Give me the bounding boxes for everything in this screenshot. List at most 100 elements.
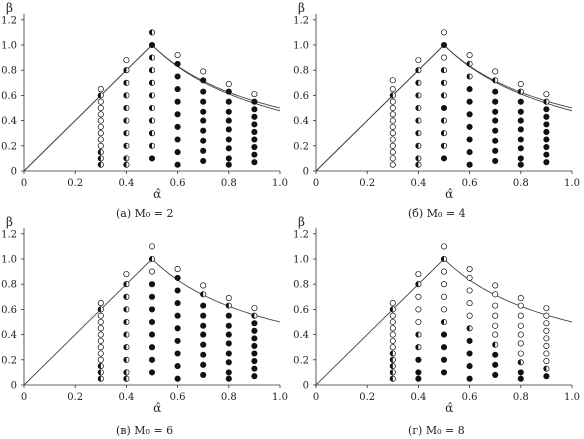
- marker-half-fill: [149, 54, 152, 61]
- x-tick-label: 0: [313, 392, 319, 403]
- marker-half: [123, 293, 130, 300]
- marker-filled: [251, 159, 258, 166]
- marker-open: [251, 305, 258, 312]
- marker-filled: [148, 41, 156, 49]
- marker-open: [389, 155, 396, 162]
- x-tick-label: 0.2: [67, 178, 83, 189]
- marker-half-fill: [123, 105, 127, 111]
- marker-half: [415, 331, 422, 338]
- y-tick-label: 1.0: [293, 255, 309, 266]
- marker-open: [97, 86, 104, 93]
- marker-open: [517, 302, 524, 309]
- marker-half-fill: [123, 306, 127, 313]
- marker-filled: [200, 88, 207, 95]
- y-tick-label: 0.4: [293, 330, 309, 341]
- marker-open: [440, 281, 448, 288]
- marker-half: [415, 344, 422, 351]
- x-tick-label: 0.4: [410, 178, 426, 189]
- marker-half-fill: [149, 256, 152, 262]
- marker-filled: [415, 369, 422, 376]
- marker-half-fill: [441, 80, 444, 86]
- marker-filled: [492, 361, 499, 368]
- x-tick-label: 0.4: [118, 392, 134, 403]
- boundary-curve: [23, 258, 281, 386]
- marker-half-fill: [123, 80, 127, 86]
- marker-filled: [225, 359, 232, 366]
- marker-half-fill: [441, 130, 444, 136]
- marker-half-fill: [441, 92, 444, 99]
- marker-open: [492, 312, 499, 319]
- marker-filled: [200, 371, 207, 378]
- marker-open: [466, 52, 473, 59]
- marker-half-fill: [415, 281, 419, 287]
- marker-open: [389, 142, 396, 149]
- marker-half-fill: [98, 92, 101, 99]
- marker-filled: [200, 108, 207, 115]
- marker-half-fill: [149, 80, 152, 86]
- marker-filled: [415, 375, 422, 382]
- marker-open: [174, 266, 181, 273]
- marker-half: [440, 130, 448, 137]
- marker-filled: [440, 41, 448, 49]
- marker-half: [123, 356, 130, 363]
- x-tick-label: 0.2: [67, 392, 83, 403]
- marker-half: [415, 281, 422, 288]
- marker-half: [389, 350, 396, 357]
- marker-filled: [225, 350, 232, 357]
- marker-half: [415, 142, 422, 149]
- marker-half-fill: [123, 92, 127, 99]
- marker-filled: [517, 117, 524, 124]
- marker-half: [466, 60, 473, 67]
- marker-open: [543, 91, 550, 98]
- marker-half-fill: [415, 155, 419, 162]
- marker-open: [389, 130, 396, 137]
- marker-half: [415, 67, 422, 74]
- marker-half-fill: [123, 319, 127, 325]
- x-tick-label: 0.8: [221, 392, 237, 403]
- marker-filled: [492, 127, 499, 134]
- marker-open: [543, 358, 550, 365]
- marker-half-fill: [415, 105, 419, 111]
- marker-filled: [543, 373, 550, 380]
- marker-half: [148, 79, 156, 86]
- marker-open: [543, 320, 550, 327]
- marker-open: [97, 344, 104, 351]
- marker-half-fill: [251, 313, 255, 319]
- marker-half: [389, 306, 396, 313]
- marker-half-fill: [123, 376, 127, 382]
- marker-open: [389, 325, 396, 332]
- marker-half-fill: [390, 350, 393, 357]
- marker-filled: [492, 371, 499, 378]
- marker-half-fill: [123, 130, 127, 136]
- marker-half: [123, 92, 130, 99]
- x-tick-label: 0: [21, 178, 27, 189]
- marker-half: [123, 117, 130, 124]
- marker-open: [174, 52, 181, 59]
- marker-filled: [174, 149, 181, 156]
- y-tick-label: 1.2: [293, 15, 309, 26]
- marker-half: [123, 161, 130, 168]
- marker-half: [123, 104, 130, 112]
- boundary-curve: [315, 258, 573, 386]
- marker-half: [97, 149, 104, 156]
- y-tick-label: 0: [303, 167, 309, 178]
- marker-open: [389, 149, 396, 156]
- marker-open: [543, 312, 550, 319]
- marker-half: [123, 306, 130, 313]
- marker-filled: [517, 375, 524, 382]
- caption-panel-v: (в) M₀ = 6: [116, 424, 174, 437]
- marker-open: [517, 340, 524, 347]
- marker-filled: [174, 363, 181, 370]
- marker-half: [389, 375, 396, 382]
- marker-half-fill: [441, 256, 444, 262]
- marker-half-fill: [226, 302, 229, 309]
- x-axis-label: α̂: [445, 187, 453, 201]
- marker-filled: [174, 287, 181, 294]
- marker-open: [97, 312, 104, 319]
- marker-filled: [440, 331, 448, 338]
- marker-filled: [440, 104, 448, 112]
- marker-half: [148, 92, 156, 99]
- marker-filled: [466, 86, 473, 93]
- marker-open: [97, 331, 104, 338]
- marker-open: [123, 271, 130, 278]
